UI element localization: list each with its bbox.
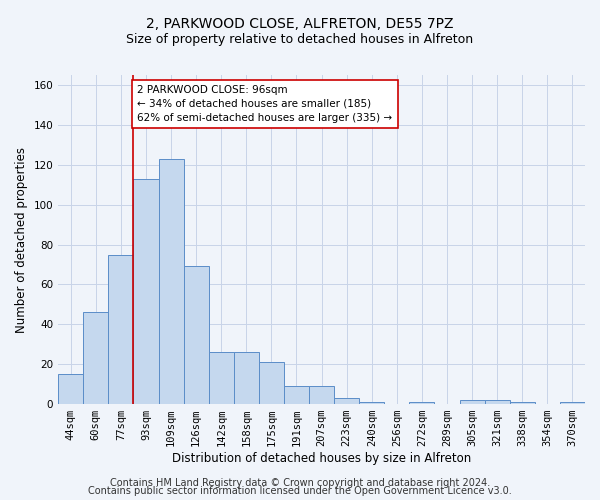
Bar: [284, 386, 309, 404]
Bar: [485, 400, 510, 404]
Text: Contains public sector information licensed under the Open Government Licence v3: Contains public sector information licen…: [88, 486, 512, 496]
Bar: [334, 398, 359, 404]
Text: 2, PARKWOOD CLOSE, ALFRETON, DE55 7PZ: 2, PARKWOOD CLOSE, ALFRETON, DE55 7PZ: [146, 18, 454, 32]
Bar: [510, 402, 535, 404]
Bar: [109, 254, 133, 404]
Bar: [209, 352, 234, 404]
Bar: [184, 266, 209, 404]
Text: Size of property relative to detached houses in Alfreton: Size of property relative to detached ho…: [127, 32, 473, 46]
Y-axis label: Number of detached properties: Number of detached properties: [15, 146, 28, 332]
Bar: [158, 159, 184, 404]
Bar: [133, 178, 158, 404]
Bar: [83, 312, 109, 404]
Bar: [259, 362, 284, 404]
Bar: [409, 402, 434, 404]
Bar: [359, 402, 385, 404]
Text: 2 PARKWOOD CLOSE: 96sqm
← 34% of detached houses are smaller (185)
62% of semi-d: 2 PARKWOOD CLOSE: 96sqm ← 34% of detache…: [137, 85, 392, 123]
Bar: [309, 386, 334, 404]
Bar: [460, 400, 485, 404]
Bar: [234, 352, 259, 404]
Text: Contains HM Land Registry data © Crown copyright and database right 2024.: Contains HM Land Registry data © Crown c…: [110, 478, 490, 488]
Bar: [58, 374, 83, 404]
Bar: [560, 402, 585, 404]
X-axis label: Distribution of detached houses by size in Alfreton: Distribution of detached houses by size …: [172, 452, 471, 465]
